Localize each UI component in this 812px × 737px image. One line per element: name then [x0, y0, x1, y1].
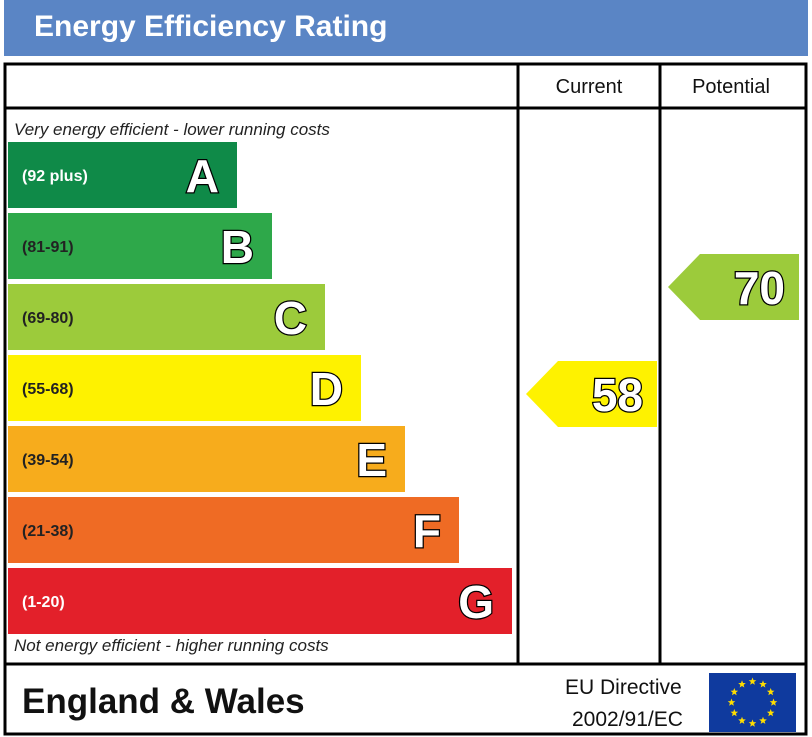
eu-star-icon — [748, 677, 757, 685]
rating-bands: (92 plus) A (81-91) B (69-80) C (55-68) D (39-54… — [8, 142, 512, 634]
eu-star-icon — [759, 716, 767, 724]
band-b: (81-91) B — [8, 213, 272, 279]
band-range-label: (92 plus) — [22, 168, 88, 185]
title-bar: Energy Efficiency Rating — [4, 0, 808, 56]
arrow-value-current: 58 — [592, 369, 643, 421]
band-bar-g — [8, 568, 512, 634]
directive-number: 2002/91/EC — [572, 708, 683, 731]
band-d: (55-68) D — [8, 355, 361, 421]
eu-star-icon — [759, 680, 767, 688]
eu-star-icon — [769, 698, 778, 706]
band-bar-a — [8, 142, 237, 208]
band-g: (1-20) G — [8, 568, 512, 634]
arrow-current: 58 — [526, 361, 657, 427]
eu-star-icon — [766, 709, 775, 717]
eu-star-icon — [730, 688, 739, 696]
band-letter: E — [356, 434, 387, 486]
eu-star-icon — [730, 709, 739, 717]
band-letter: F — [413, 505, 441, 557]
chart-title: Energy Efficiency Rating — [34, 10, 388, 43]
band-letter: G — [458, 576, 494, 628]
directive-label: EU Directive — [565, 676, 682, 699]
band-bar-b — [8, 213, 272, 279]
arrow-shape-current — [526, 361, 657, 427]
column-current-header: Current — [555, 76, 623, 98]
band-range-label: (69-80) — [22, 310, 74, 327]
region-label: England & Wales — [22, 682, 305, 721]
band-c: (69-80) C — [8, 284, 325, 350]
bottom-note: Not energy efficient - higher running co… — [14, 636, 329, 655]
eu-star-icon — [748, 719, 757, 727]
band-letter: D — [310, 363, 343, 415]
band-e: (39-54) E — [8, 426, 405, 492]
top-note: Very energy efficient - lower running co… — [14, 120, 330, 139]
band-letter: B — [221, 221, 254, 273]
eu-star-icon — [727, 698, 736, 706]
arrow-value-potential: 70 — [734, 262, 785, 314]
arrow-potential: 70 — [668, 254, 799, 320]
band-range-label: (81-91) — [22, 239, 74, 256]
arrow-shape-potential — [668, 254, 799, 320]
band-range-label: (21-38) — [22, 523, 74, 540]
band-range-label: (39-54) — [22, 452, 74, 469]
band-range-label: (55-68) — [22, 381, 74, 398]
rating-arrows: 58 70 — [526, 254, 799, 427]
band-bar-c — [8, 284, 325, 350]
eu-star-icon — [738, 716, 746, 724]
table-grid — [3, 62, 808, 736]
eu-star-icon — [738, 680, 746, 688]
band-range-label: (1-20) — [22, 594, 65, 611]
eu-star-icon — [766, 688, 775, 696]
band-a: (92 plus) A — [8, 142, 237, 208]
band-bar-e — [8, 426, 405, 492]
band-bar-d — [8, 355, 361, 421]
column-potential-header: Potential — [692, 76, 770, 98]
eu-flag-icon — [709, 673, 796, 732]
band-f: (21-38) F — [8, 497, 459, 563]
band-letter: A — [186, 150, 219, 202]
band-bar-f — [8, 497, 459, 563]
band-letter: C — [274, 292, 307, 344]
